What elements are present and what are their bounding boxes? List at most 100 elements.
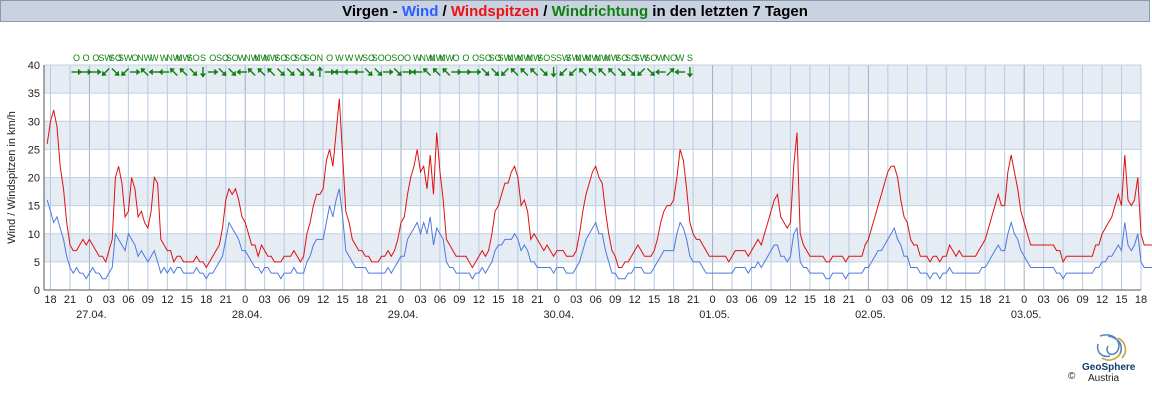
- direction-arrow-icon: [101, 67, 110, 77]
- x-tick-label: 06: [901, 294, 913, 306]
- direction-label: SO: [284, 53, 297, 63]
- x-tick-label: 12: [940, 294, 952, 306]
- arrow-head: [578, 68, 585, 74]
- arrow-head: [530, 68, 536, 74]
- direction-label: SO: [372, 53, 385, 63]
- arrow-head: [411, 68, 416, 76]
- x-tick-label: 18: [200, 294, 212, 306]
- direction-arrow-icon: [470, 68, 482, 76]
- arrow-head: [257, 68, 263, 74]
- arrow-head: [477, 68, 482, 76]
- x-tick-label: 21: [999, 294, 1011, 306]
- x-tick-label: 09: [609, 294, 621, 306]
- direction-arrow-icon: [686, 67, 694, 78]
- direction-arrow-icon: [129, 68, 141, 76]
- x-tick-label: 09: [142, 294, 154, 306]
- x-tick-label: 0: [1021, 294, 1027, 306]
- title-direction: Windrichtung: [551, 3, 649, 20]
- arrow-head: [655, 68, 660, 76]
- arrow-head: [559, 70, 565, 76]
- arrow-head: [493, 70, 499, 76]
- direction-label: SW: [98, 53, 113, 63]
- x-tick-label: 12: [629, 294, 641, 306]
- direction-label: W: [345, 53, 354, 63]
- x-tick-label: 15: [492, 294, 504, 306]
- x-tick-label: 06: [745, 294, 757, 306]
- direction-arrow-icon: [111, 67, 120, 77]
- x-tick-label: 09: [921, 294, 933, 306]
- arrow-head: [409, 68, 413, 76]
- direction-label: SW: [498, 53, 513, 63]
- title-separator: /: [539, 3, 552, 20]
- x-tick-label: 06: [278, 294, 290, 306]
- direction-arrow-icon: [607, 67, 617, 77]
- direction-label: O: [462, 53, 469, 63]
- direction-label: SO: [226, 53, 239, 63]
- arrow-head: [501, 70, 507, 76]
- title-gusts: Windspitzen: [450, 3, 540, 20]
- date-label: 02.05.: [855, 309, 886, 321]
- title-separator: -: [388, 3, 402, 20]
- direction-label: SO: [537, 53, 550, 63]
- direction-label: NW: [575, 53, 590, 63]
- direction-label: N: [317, 53, 324, 63]
- arrow-head: [247, 68, 253, 74]
- arrow-head: [158, 68, 163, 76]
- y-tick-label: 25: [28, 144, 40, 156]
- direction-arrow-icon: [158, 68, 170, 76]
- x-tick-label: 15: [336, 294, 348, 306]
- direction-label: O: [326, 53, 333, 63]
- x-tick-label: 09: [453, 294, 465, 306]
- x-tick-label: 12: [784, 294, 796, 306]
- direction-label: SO: [391, 53, 404, 63]
- direction-arrow-icon: [276, 67, 285, 77]
- x-tick-label: 0: [710, 294, 716, 306]
- arrow-head: [316, 66, 324, 71]
- x-tick-label: 03: [103, 294, 115, 306]
- arrow-head: [87, 68, 92, 76]
- direction-arrow-icon: [402, 68, 413, 76]
- direction-arrow-icon: [627, 67, 636, 77]
- title-separator: /: [438, 3, 451, 20]
- arrow-head: [367, 70, 373, 76]
- direction-arrow-icon: [451, 68, 462, 76]
- arrow-head: [121, 70, 127, 76]
- arrow-head: [598, 68, 604, 74]
- direction-arrow-icon: [140, 67, 149, 77]
- direction-label: SO: [644, 53, 657, 63]
- date-label: 30.04.: [544, 309, 575, 321]
- arrow-head: [299, 70, 305, 76]
- direction-arrow-icon: [267, 67, 276, 77]
- arrow-head: [396, 70, 402, 76]
- x-tick-label: 12: [1096, 294, 1108, 306]
- y-tick-label: 5: [34, 257, 40, 269]
- x-tick-label: 18: [512, 294, 524, 306]
- copyright-symbol: ©: [1068, 371, 1076, 382]
- direction-label: W: [335, 53, 344, 63]
- arrow-head: [637, 70, 643, 76]
- arrow-head: [333, 68, 338, 76]
- direction-arrow-icon: [333, 68, 345, 76]
- direction-arrow-icon: [530, 67, 539, 77]
- direction-label: W: [160, 53, 169, 63]
- direction-label: NW: [439, 53, 454, 63]
- direction-arrow-icon: [316, 66, 324, 77]
- x-tick-label: 09: [1076, 294, 1088, 306]
- date-label: 01.05.: [699, 309, 730, 321]
- direction-label: O: [453, 53, 460, 63]
- y-tick-label: 0: [34, 285, 40, 297]
- x-tick-label: 21: [843, 294, 855, 306]
- direction-label: SO: [216, 53, 229, 63]
- arrow-head: [148, 68, 153, 76]
- title-suffix: in den letzten 7 Tagen: [648, 3, 808, 20]
- x-tick-label: 15: [181, 294, 193, 306]
- direction-label: NW: [595, 53, 610, 63]
- direction-arrow-icon: [568, 67, 578, 77]
- grid-band: [44, 177, 1141, 206]
- x-tick-label: 03: [414, 294, 426, 306]
- arrow-head: [510, 68, 516, 74]
- arrow-head: [649, 70, 655, 76]
- direction-label: NW: [419, 53, 434, 63]
- x-tick-label: 15: [960, 294, 972, 306]
